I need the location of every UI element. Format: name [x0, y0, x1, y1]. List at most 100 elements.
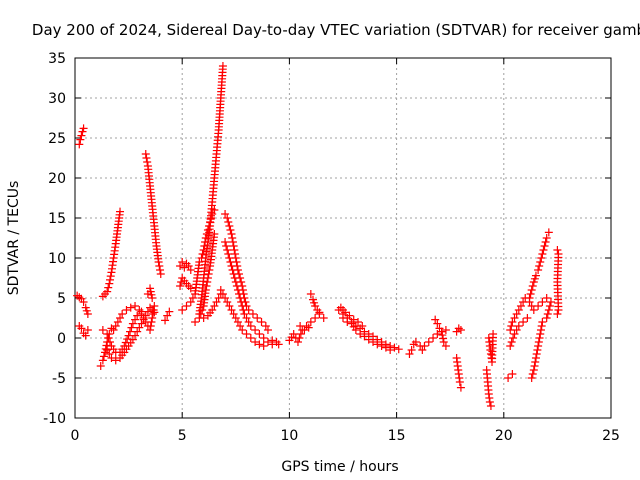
data-point	[178, 306, 187, 314]
data-point	[354, 318, 363, 326]
y-tick-label: 20	[48, 171, 66, 187]
data-point	[534, 342, 543, 350]
data-point	[438, 331, 447, 340]
data-point	[161, 316, 170, 325]
data-point	[525, 294, 534, 302]
data-point	[149, 306, 158, 314]
data-point	[222, 242, 231, 250]
data-point	[83, 326, 92, 334]
data-point	[126, 327, 135, 336]
data-point	[526, 290, 535, 298]
data-point	[545, 302, 554, 310]
data-point	[533, 346, 542, 354]
x-tick-label: 0	[71, 428, 80, 444]
data-point	[146, 322, 155, 330]
data-point	[539, 246, 548, 254]
data-point	[528, 370, 537, 378]
data-point	[304, 323, 313, 332]
y-tick-label: 10	[48, 251, 66, 267]
y-tick-label: 25	[48, 131, 66, 147]
data-point	[143, 158, 152, 166]
data-point	[204, 270, 213, 278]
data-point	[349, 315, 358, 324]
data-point	[433, 330, 442, 338]
data-point	[546, 298, 555, 306]
data-point	[103, 287, 112, 296]
data-point	[131, 302, 140, 310]
data-point	[485, 398, 494, 406]
data-point	[239, 306, 248, 314]
data-point	[229, 242, 238, 250]
data-point	[523, 314, 532, 322]
data-point	[227, 230, 236, 238]
data-point	[238, 302, 247, 310]
data-point	[358, 322, 367, 330]
data-point	[531, 271, 540, 280]
data-point	[142, 154, 151, 162]
data-point	[107, 354, 116, 362]
data-point	[441, 342, 450, 350]
data-point	[236, 294, 245, 302]
data-point	[456, 383, 465, 392]
data-point	[150, 302, 159, 310]
data-point	[148, 310, 157, 318]
data-point	[101, 344, 110, 353]
data-point	[534, 338, 543, 346]
data-point	[156, 266, 165, 274]
data-point	[203, 278, 212, 286]
data-point	[231, 250, 240, 258]
data-point	[263, 338, 272, 346]
data-point	[237, 298, 246, 306]
data-point	[411, 338, 420, 346]
data-point	[226, 258, 235, 266]
y-tick-label: 30	[48, 91, 66, 107]
y-tick-label: 5	[57, 291, 66, 307]
data-point	[300, 326, 309, 334]
data-point	[147, 318, 156, 326]
data-point	[127, 323, 136, 332]
data-point	[343, 318, 352, 326]
data-point	[242, 330, 251, 338]
data-point	[104, 283, 113, 292]
data-point	[341, 308, 350, 317]
data-point	[228, 266, 237, 274]
data-point	[224, 218, 233, 226]
data-point	[225, 254, 234, 262]
data-point	[507, 322, 516, 330]
data-point	[509, 334, 518, 342]
data-point	[178, 258, 187, 266]
x-tick-label: 20	[495, 428, 513, 444]
data-point	[251, 326, 260, 334]
data-point	[311, 314, 320, 322]
data-point	[507, 338, 516, 346]
data-point	[534, 266, 543, 274]
data-point	[373, 340, 382, 349]
data-point	[268, 336, 277, 345]
data-point	[360, 332, 369, 341]
data-point	[293, 338, 302, 346]
plot-border	[74, 57, 612, 419]
data-point	[81, 331, 90, 340]
data-point	[420, 342, 429, 350]
data-point	[176, 282, 185, 290]
data-point	[224, 250, 233, 258]
data-point	[535, 262, 544, 270]
data-point	[386, 346, 395, 354]
y-tick-label: -5	[52, 371, 66, 387]
data-point	[228, 238, 237, 246]
data-point	[508, 370, 517, 378]
data-point	[544, 306, 553, 314]
data-point	[111, 356, 120, 365]
data-point	[228, 234, 237, 242]
data-point	[456, 326, 465, 334]
data-point	[369, 338, 378, 346]
x-tick-label: 25	[602, 428, 620, 444]
data-point	[133, 311, 142, 320]
data-point	[231, 278, 240, 286]
data-point	[429, 334, 438, 342]
data-point	[527, 374, 536, 382]
data-point	[233, 286, 242, 294]
data-point	[296, 330, 305, 338]
data-point	[202, 282, 211, 290]
